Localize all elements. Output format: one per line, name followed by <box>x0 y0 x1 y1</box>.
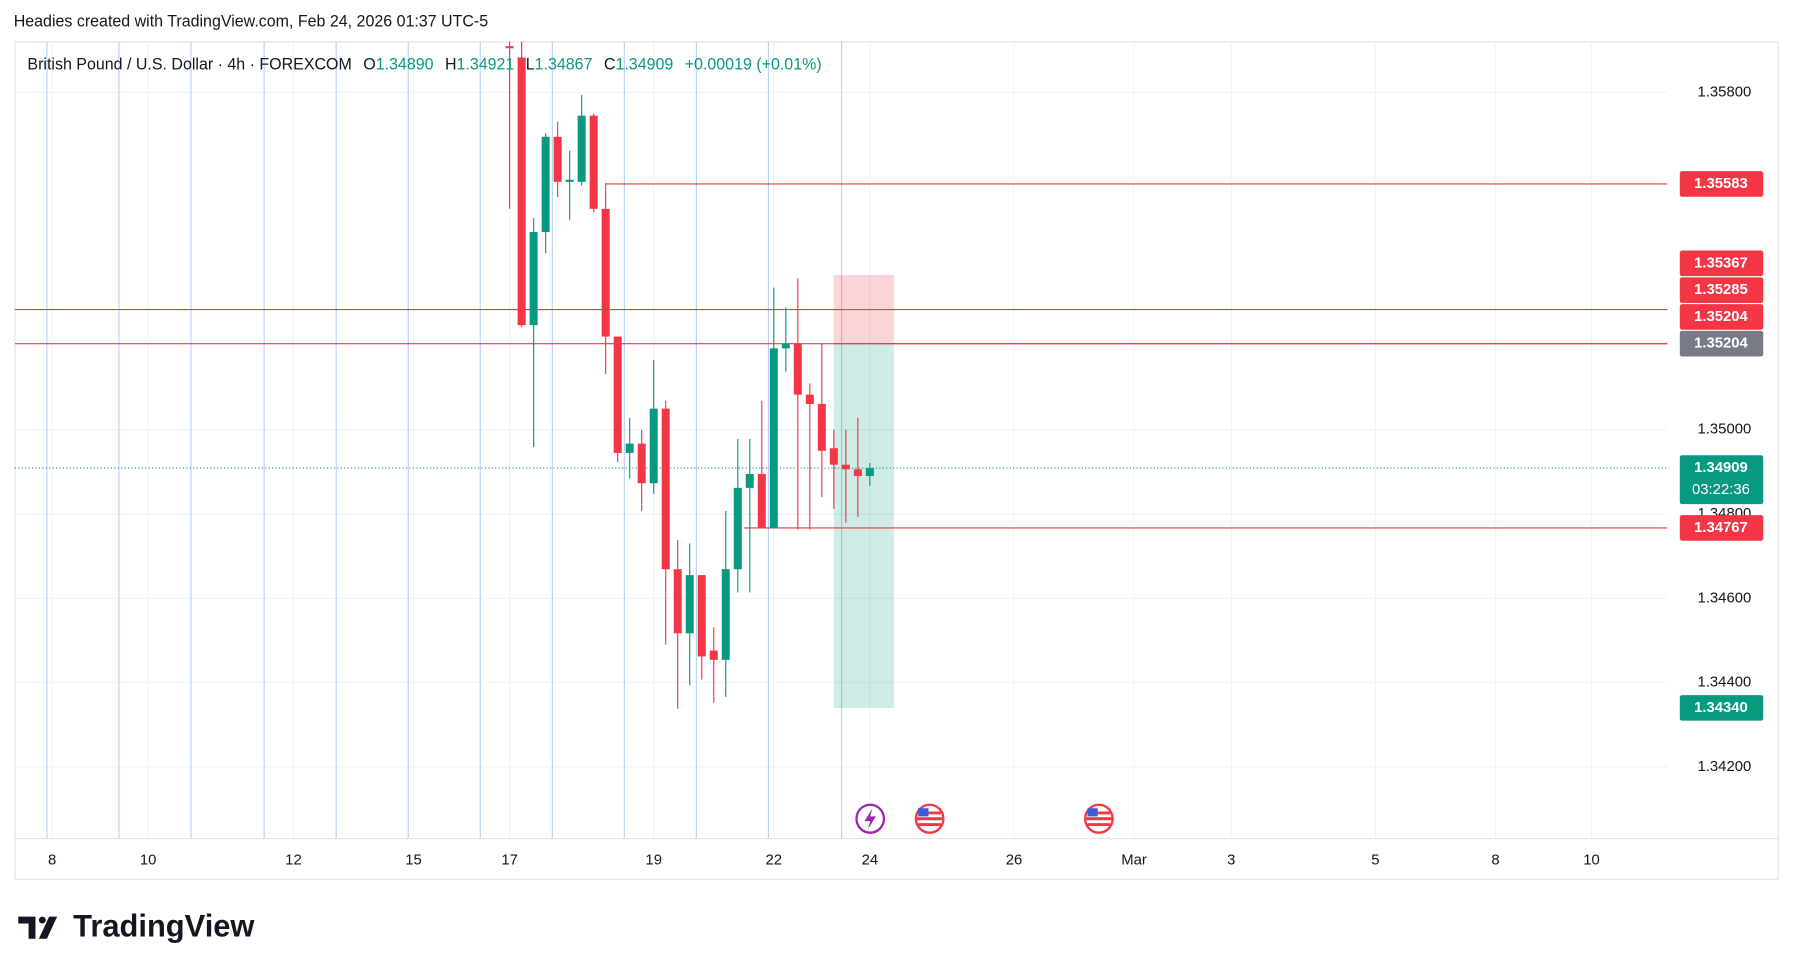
x-tick-label: 17 <box>501 852 518 869</box>
logo-text: TradingView <box>73 908 255 943</box>
x-tick-label: 26 <box>1006 852 1023 869</box>
candle-body <box>829 448 838 465</box>
ohlc-value: 1.34890 <box>376 55 434 73</box>
candle-body <box>673 569 682 634</box>
price-tag-label: 1.34909 <box>1694 459 1748 476</box>
ohlc-value: 1.34909 <box>615 55 673 73</box>
candle-body <box>685 575 694 634</box>
x-tick-label: 19 <box>645 852 662 869</box>
event-icons <box>855 803 1114 834</box>
candle-body <box>565 179 574 182</box>
candle-body <box>841 464 850 470</box>
candle-body <box>637 443 646 484</box>
price-tag <box>1679 171 1764 197</box>
session-breaks <box>46 41 843 839</box>
ohlc-key: L <box>526 55 535 73</box>
candle-body <box>709 650 718 660</box>
price-tag-label: 1.35583 <box>1694 175 1748 192</box>
candle-body <box>649 408 658 484</box>
candle-body <box>865 468 874 477</box>
price-tag-label: 1.34340 <box>1694 699 1748 716</box>
x-tick-label: 24 <box>862 852 879 869</box>
price-tag <box>1679 330 1764 357</box>
y-tick-label: 1.34200 <box>1698 758 1752 775</box>
price-tag-label: 1.35367 <box>1694 254 1748 271</box>
attribution: Headies created with TradingView.com, Fe… <box>14 12 488 30</box>
candle-body <box>745 473 754 488</box>
candle-body <box>553 136 562 182</box>
candle-body <box>781 343 790 349</box>
candle-body <box>529 232 538 326</box>
price-tag-label: 1.35204 <box>1694 308 1748 325</box>
price-tag <box>1679 250 1764 277</box>
logo-mark <box>38 916 46 924</box>
y-tick-label: 1.34400 <box>1698 673 1752 690</box>
price-tags: 1.34340 1.34767 1.34909 03:22:36 1.35204 1.35… <box>1679 171 1764 721</box>
candle-body <box>505 46 514 49</box>
ohlc-key: O <box>363 55 375 73</box>
countdown-label: 03:22:36 <box>1692 481 1750 498</box>
ohlc-change: +0.00019 (+0.01%) <box>685 55 822 73</box>
candle-body <box>577 115 586 182</box>
x-tick-label: 8 <box>1491 852 1499 869</box>
candle-body <box>613 336 622 453</box>
candle-body <box>541 136 550 233</box>
plot: 1.358001.350001.348001.346001.344001.342… <box>14 41 1752 869</box>
event-flag <box>1087 808 1098 817</box>
x-tick-label: 3 <box>1227 852 1235 869</box>
candle-body <box>589 115 598 209</box>
candle-body <box>805 394 814 404</box>
symbol-title: British Pound / U.S. Dollar · 4h · FOREX… <box>27 55 351 73</box>
x-tick-label: 10 <box>140 852 157 869</box>
candle-body <box>601 208 610 337</box>
candle-body <box>853 469 862 477</box>
ohlc-value: 1.34921 <box>457 55 515 73</box>
footer-logo: TradingView <box>18 908 255 944</box>
candle-body <box>721 569 730 660</box>
candle-body <box>661 408 670 570</box>
price-tag <box>1679 515 1764 541</box>
y-tick-label: 1.34600 <box>1698 589 1752 606</box>
price-tag-label: 1.35285 <box>1694 281 1748 298</box>
event-flag <box>918 808 929 817</box>
y-tick-label: 1.35000 <box>1698 421 1752 438</box>
x-tick-label: 5 <box>1371 852 1379 869</box>
candle-body <box>769 348 778 529</box>
x-tick-label: Mar <box>1121 852 1147 869</box>
x-tick-label: 8 <box>48 852 56 869</box>
symbol-legend: British Pound / U.S. Dollar · 4h · FOREX… <box>27 55 821 73</box>
event-icon-glyph <box>864 808 876 830</box>
x-tick-label: 15 <box>405 852 422 869</box>
price-tag <box>1679 455 1764 505</box>
x-tick-label: 12 <box>285 852 302 869</box>
candle-body <box>793 343 802 395</box>
ohlc-key: C <box>604 55 616 73</box>
x-tick-label: 10 <box>1583 852 1600 869</box>
price-tag <box>1679 304 1764 330</box>
y-tick-label: 1.35800 <box>1698 83 1752 100</box>
candle-body <box>757 473 766 529</box>
logo-mark <box>18 916 58 939</box>
x-tick-label: 22 <box>766 852 783 869</box>
price-tag <box>1679 277 1764 303</box>
price-tag-label: 1.34767 <box>1694 519 1748 536</box>
position-target-zone <box>833 343 894 708</box>
candle-body <box>697 575 706 657</box>
price-tag <box>1679 695 1764 721</box>
candle-body <box>817 403 826 451</box>
candle-body <box>733 487 742 570</box>
candle-body <box>625 443 634 453</box>
chart-frame <box>14 41 1779 880</box>
price-tag-label: 1.35204 <box>1694 335 1748 352</box>
ohlc-key: H <box>445 55 457 73</box>
candle-body <box>517 57 526 326</box>
ohlc-value: 1.34867 <box>535 55 593 73</box>
